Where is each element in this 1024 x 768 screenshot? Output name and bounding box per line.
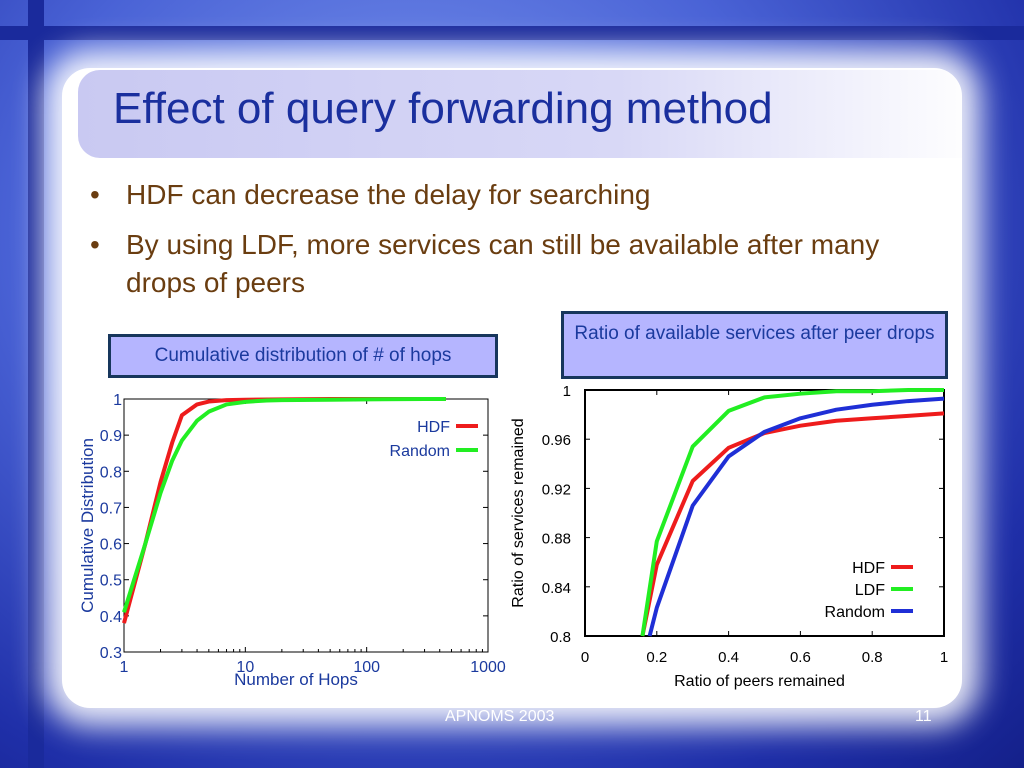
y-tick-label: 0.9 [100, 428, 122, 445]
bullet-item: HDF can decrease the delay for searching [86, 176, 906, 214]
decorative-vertical-bar [28, 0, 44, 768]
x-axis-label: Ratio of peers remained [674, 673, 845, 690]
x-axis-label: Number of Hops [234, 670, 358, 689]
x-tick-label: 0.8 [862, 649, 883, 666]
y-tick-label: 0.3 [100, 645, 122, 662]
legend-label: LDF [855, 582, 885, 599]
y-tick-label: 0.8 [100, 464, 122, 481]
y-tick-label: 0.8 [550, 629, 571, 646]
x-tick-label: 0.2 [646, 649, 667, 666]
y-tick-label: 0.84 [542, 580, 571, 597]
legend-label: HDF [852, 560, 885, 577]
series-line-hdf [640, 411, 945, 637]
y-tick-label: 1 [563, 383, 571, 400]
y-tick-label: 0.88 [542, 531, 571, 548]
y-axis-label: Cumulative Distribution [78, 438, 97, 613]
x-tick-label: 1 [120, 659, 129, 676]
content-panel [62, 68, 962, 708]
x-tick-label: 0.6 [790, 649, 811, 666]
x-tick-label: 0.4 [718, 649, 739, 666]
y-tick-label: 0.92 [542, 481, 571, 498]
right-chart-caption: Ratio of available services after peer d… [561, 311, 948, 379]
decorative-horizontal-bar [0, 26, 1024, 40]
footer-text: APNOMS 2003 [445, 708, 555, 725]
series-line-random [647, 396, 945, 637]
y-tick-label: 1 [113, 392, 122, 409]
y-axis-label: Ratio of services remained [510, 418, 527, 607]
x-tick-label: 1000 [470, 659, 506, 676]
bullet-list: HDF can decrease the delay for searching… [86, 176, 906, 314]
series-line-ldf [640, 388, 944, 637]
x-tick-label: 100 [353, 659, 380, 676]
y-tick-label: 0.5 [100, 573, 122, 590]
legend-label: HDF [417, 419, 450, 436]
x-tick-label: 1 [940, 649, 948, 666]
series-line-random [122, 397, 446, 613]
y-tick-label: 0.96 [542, 432, 571, 449]
left-chart-caption: Cumulative distribution of # of hops [108, 334, 498, 378]
y-tick-label: 0.4 [100, 609, 122, 626]
y-tick-label: 0.7 [100, 500, 122, 517]
legend-label: Random [825, 604, 885, 621]
plot-frame [584, 389, 945, 637]
x-tick-label: 0 [581, 649, 589, 666]
y-tick-label: 0.6 [100, 537, 122, 554]
x-tick-label: 10 [236, 659, 254, 676]
bullet-item: By using LDF, more services can still be… [86, 226, 906, 302]
legend-label: Random [390, 443, 450, 460]
title-band [78, 70, 978, 158]
slide-title: Effect of query forwarding method [113, 84, 773, 133]
page-number: 11 [915, 708, 932, 725]
